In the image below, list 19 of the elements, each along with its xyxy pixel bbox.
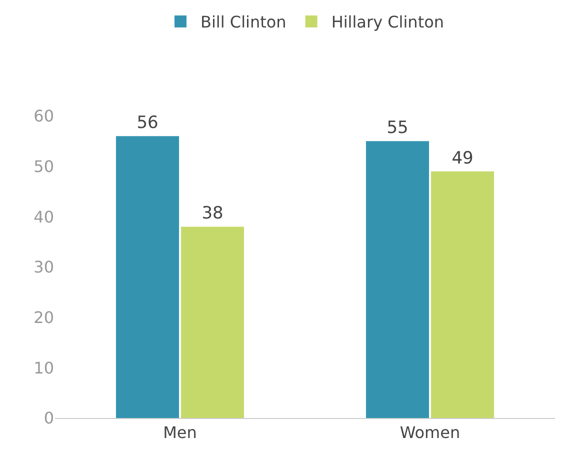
bar (366, 141, 430, 418)
x-tick-label: Men (163, 423, 197, 442)
bar (430, 171, 494, 418)
legend-label: Bill Clinton (200, 12, 286, 32)
y-tick-label: 60 (34, 106, 54, 126)
y-tick-label: 20 (34, 308, 54, 327)
y-tick-label: 10 (34, 358, 54, 378)
y-tick-label: 30 (34, 258, 54, 277)
data-label: 38 (202, 204, 224, 224)
bar (116, 136, 180, 418)
legend-label: Hillary Clinton (331, 12, 444, 32)
data-label: 55 (386, 118, 408, 138)
data-label: 56 (136, 113, 158, 134)
data-label: 49 (452, 148, 474, 168)
x-tick-label: Women (400, 423, 460, 442)
y-tick-label: 0 (44, 408, 54, 428)
y-tick-label: 50 (34, 156, 54, 176)
y-tick-label: 40 (34, 207, 54, 226)
bar (180, 226, 244, 418)
